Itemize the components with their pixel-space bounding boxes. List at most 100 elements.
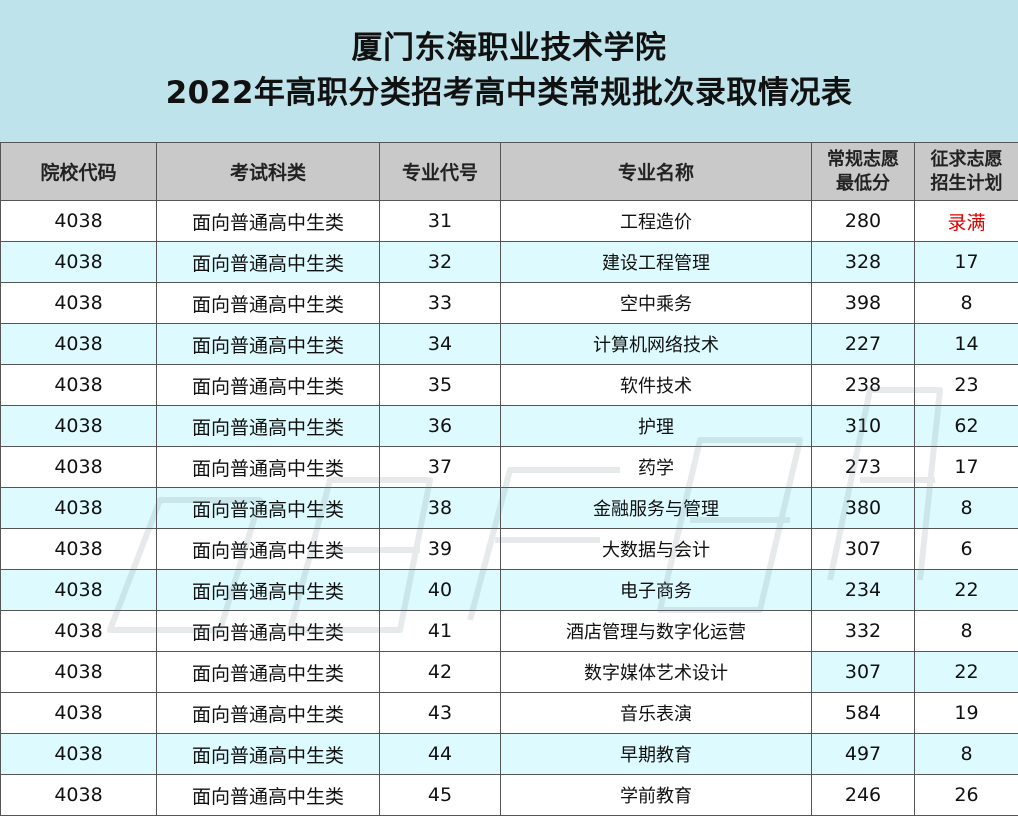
cell-min-score: 584 (811, 692, 915, 734)
header-major-name: 专业名称 (500, 142, 812, 201)
cell-plan: 22 (914, 569, 1018, 611)
cell-major-code: 36 (379, 405, 501, 447)
table-row: 4038 面向普通高中生类 36 护理 310 62 (0, 405, 1018, 447)
admission-table: 院校代码 考试科类 专业代号 专业名称 常规志愿 最低分 征求志愿 招生计划 4… (0, 142, 1018, 816)
cell-plan: 8 (914, 610, 1018, 652)
cell-plan: 8 (914, 282, 1018, 324)
cell-category: 面向普通高中生类 (156, 282, 380, 324)
cell-plan: 8 (914, 487, 1018, 529)
table-row: 4038 面向普通高中生类 37 药学 273 17 (0, 446, 1018, 488)
title-banner: 厦门东海职业技术学院 2022年高职分类招考高中类常规批次录取情况表 (0, 0, 1018, 142)
cell-major-name: 学前教育 (500, 774, 812, 816)
cell-major-code: 40 (379, 569, 501, 611)
cell-category: 面向普通高中生类 (156, 692, 380, 734)
cell-major-name: 电子商务 (500, 569, 812, 611)
cell-school-code: 4038 (0, 692, 157, 734)
cell-category: 面向普通高中生类 (156, 774, 380, 816)
cell-plan: 22 (914, 651, 1018, 693)
cell-major-name: 建设工程管理 (500, 241, 812, 283)
cell-major-code: 39 (379, 528, 501, 570)
cell-category: 面向普通高中生类 (156, 405, 380, 447)
cell-category: 面向普通高中生类 (156, 651, 380, 693)
cell-school-code: 4038 (0, 200, 157, 242)
cell-major-name: 计算机网络技术 (500, 323, 812, 365)
cell-min-score: 307 (811, 651, 915, 693)
cell-major-code: 45 (379, 774, 501, 816)
cell-min-score: 227 (811, 323, 915, 365)
cell-major-code: 32 (379, 241, 501, 283)
cell-plan: 26 (914, 774, 1018, 816)
cell-category: 面向普通高中生类 (156, 446, 380, 488)
header-plan: 征求志愿 招生计划 (914, 142, 1018, 201)
cell-category: 面向普通高中生类 (156, 610, 380, 652)
cell-plan: 17 (914, 241, 1018, 283)
cell-category: 面向普通高中生类 (156, 200, 380, 242)
cell-major-name: 大数据与会计 (500, 528, 812, 570)
cell-major-code: 33 (379, 282, 501, 324)
table-row: 4038 面向普通高中生类 40 电子商务 234 22 (0, 569, 1018, 611)
cell-school-code: 4038 (0, 446, 157, 488)
cell-school-code: 4038 (0, 487, 157, 529)
cell-school-code: 4038 (0, 323, 157, 365)
cell-min-score: 273 (811, 446, 915, 488)
cell-min-score: 497 (811, 733, 915, 775)
cell-category: 面向普通高中生类 (156, 323, 380, 365)
cell-plan-full: 录满 (914, 200, 1018, 242)
table-row: 4038 面向普通高中生类 43 音乐表演 584 19 (0, 692, 1018, 734)
cell-major-code: 37 (379, 446, 501, 488)
cell-category: 面向普通高中生类 (156, 569, 380, 611)
cell-major-name: 早期教育 (500, 733, 812, 775)
cell-plan: 6 (914, 528, 1018, 570)
table-row: 4038 面向普通高中生类 34 计算机网络技术 227 14 (0, 323, 1018, 365)
table-row: 4038 面向普通高中生类 33 空中乘务 398 8 (0, 282, 1018, 324)
cell-school-code: 4038 (0, 733, 157, 775)
cell-major-code: 38 (379, 487, 501, 529)
cell-min-score: 246 (811, 774, 915, 816)
header-min-score-line2: 最低分 (836, 172, 890, 194)
table-title: 2022年高职分类招考高中类常规批次录取情况表 (165, 75, 853, 111)
table-row: 4038 面向普通高中生类 44 早期教育 497 8 (0, 733, 1018, 775)
cell-min-score: 234 (811, 569, 915, 611)
header-plan-line2: 招生计划 (930, 172, 1003, 194)
cell-major-name: 音乐表演 (500, 692, 812, 734)
table-row: 4038 面向普通高中生类 41 酒店管理与数字化运营 332 8 (0, 610, 1018, 652)
header-school-code: 院校代码 (0, 142, 157, 201)
table-row: 4038 面向普通高中生类 35 软件技术 238 23 (0, 364, 1018, 406)
cell-school-code: 4038 (0, 569, 157, 611)
cell-major-code: 31 (379, 200, 501, 242)
cell-category: 面向普通高中生类 (156, 528, 380, 570)
cell-major-name: 药学 (500, 446, 812, 488)
cell-plan: 14 (914, 323, 1018, 365)
cell-school-code: 4038 (0, 610, 157, 652)
cell-category: 面向普通高中生类 (156, 733, 380, 775)
table-row: 4038 面向普通高中生类 31 工程造价 280 录满 (0, 200, 1018, 242)
cell-min-score: 238 (811, 364, 915, 406)
cell-major-name: 护理 (500, 405, 812, 447)
cell-min-score: 380 (811, 487, 915, 529)
table-row: 4038 面向普通高中生类 32 建设工程管理 328 17 (0, 241, 1018, 283)
cell-plan: 8 (914, 733, 1018, 775)
cell-school-code: 4038 (0, 774, 157, 816)
header-row: 院校代码 考试科类 专业代号 专业名称 常规志愿 最低分 征求志愿 招生计划 (0, 142, 1018, 201)
cell-school-code: 4038 (0, 241, 157, 283)
cell-school-code: 4038 (0, 282, 157, 324)
cell-major-name: 金融服务与管理 (500, 487, 812, 529)
cell-major-name: 酒店管理与数字化运营 (500, 610, 812, 652)
cell-major-name: 空中乘务 (500, 282, 812, 324)
cell-min-score: 307 (811, 528, 915, 570)
cell-category: 面向普通高中生类 (156, 487, 380, 529)
header-plan-line1: 征求志愿 (930, 148, 1003, 170)
cell-major-code: 41 (379, 610, 501, 652)
cell-major-name: 数字媒体艺术设计 (500, 651, 812, 693)
cell-plan: 23 (914, 364, 1018, 406)
table-row: 4038 面向普通高中生类 45 学前教育 246 26 (0, 774, 1018, 816)
cell-major-name: 软件技术 (500, 364, 812, 406)
cell-major-code: 42 (379, 651, 501, 693)
cell-plan: 17 (914, 446, 1018, 488)
cell-min-score: 398 (811, 282, 915, 324)
cell-category: 面向普通高中生类 (156, 241, 380, 283)
cell-school-code: 4038 (0, 364, 157, 406)
cell-min-score: 332 (811, 610, 915, 652)
cell-plan: 19 (914, 692, 1018, 734)
